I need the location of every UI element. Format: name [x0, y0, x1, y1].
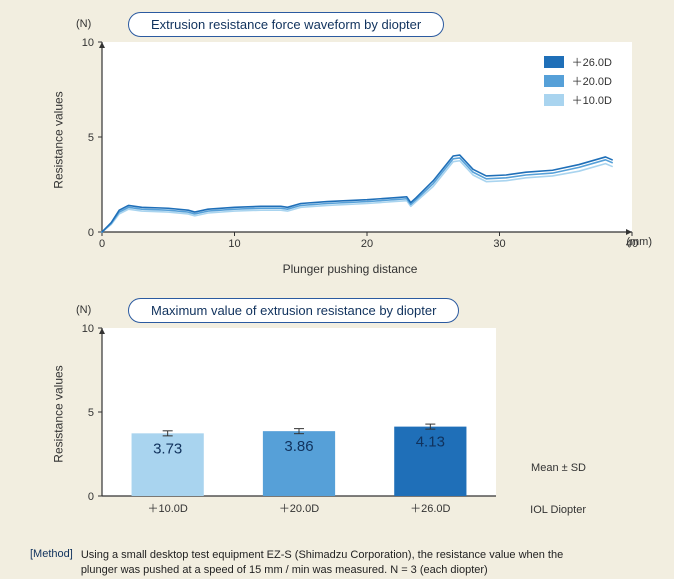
svg-text:30: 30 [493, 238, 505, 250]
svg-text:5: 5 [88, 132, 94, 144]
svg-text:5: 5 [88, 407, 94, 419]
legend-swatch [544, 75, 564, 87]
line-chart-legend: ＋26.0D ＋20.0D ＋10.0D [544, 54, 612, 111]
bar-y-unit: (N) [76, 304, 91, 316]
bar-chart-svg: 0 5 10 3.73 ＋10.0D 3.86 ＋20.0D 4.13 ＋26.0D [82, 322, 502, 518]
bar-chart-block: (N) Maximum value of extrusion resistanc… [18, 296, 656, 526]
legend-label: ＋10.0D [572, 92, 612, 108]
line-x-axis-label: Plunger pushing distance [283, 262, 418, 276]
mean-sd-label: Mean ± SD [531, 462, 586, 474]
svg-text:0: 0 [99, 238, 105, 250]
legend-swatch [544, 94, 564, 106]
legend-swatch [544, 56, 564, 68]
bar-y-axis-label: Resistance values [52, 365, 66, 462]
svg-text:3.86: 3.86 [284, 438, 313, 455]
svg-text:＋26.0D: ＋26.0D [410, 503, 450, 515]
method-tag: [Method] [30, 548, 73, 560]
line-y-unit: (N) [76, 18, 91, 30]
svg-text:40: 40 [626, 238, 638, 250]
legend-item: ＋20.0D [544, 73, 612, 89]
svg-text:＋10.0D: ＋10.0D [147, 503, 187, 515]
legend-item: ＋10.0D [544, 92, 612, 108]
method-row: [Method] Using a small desktop test equi… [18, 544, 656, 579]
svg-text:10: 10 [82, 37, 94, 49]
svg-text:4.13: 4.13 [416, 434, 445, 451]
svg-text:0: 0 [88, 491, 94, 503]
line-chart-title: Extrusion resistance force waveform by d… [128, 12, 444, 37]
legend-label: ＋20.0D [572, 73, 612, 89]
svg-text:10: 10 [82, 323, 94, 335]
legend-item: ＋26.0D [544, 54, 612, 70]
iol-diopter-label: IOL Diopter [530, 504, 586, 516]
svg-text:10: 10 [228, 238, 240, 250]
svg-text:0: 0 [88, 227, 94, 239]
svg-text:20: 20 [361, 238, 373, 250]
legend-label: ＋26.0D [572, 54, 612, 70]
line-chart-block: (N) Extrusion resistance force waveform … [18, 10, 656, 278]
line-y-axis-label: Resistance values [52, 91, 66, 188]
method-text: Using a small desktop test equipment EZ-… [81, 548, 591, 579]
bar-chart-title: Maximum value of extrusion resistance by… [128, 298, 459, 323]
svg-text:＋20.0D: ＋20.0D [279, 503, 319, 515]
svg-text:3.73: 3.73 [153, 440, 182, 457]
